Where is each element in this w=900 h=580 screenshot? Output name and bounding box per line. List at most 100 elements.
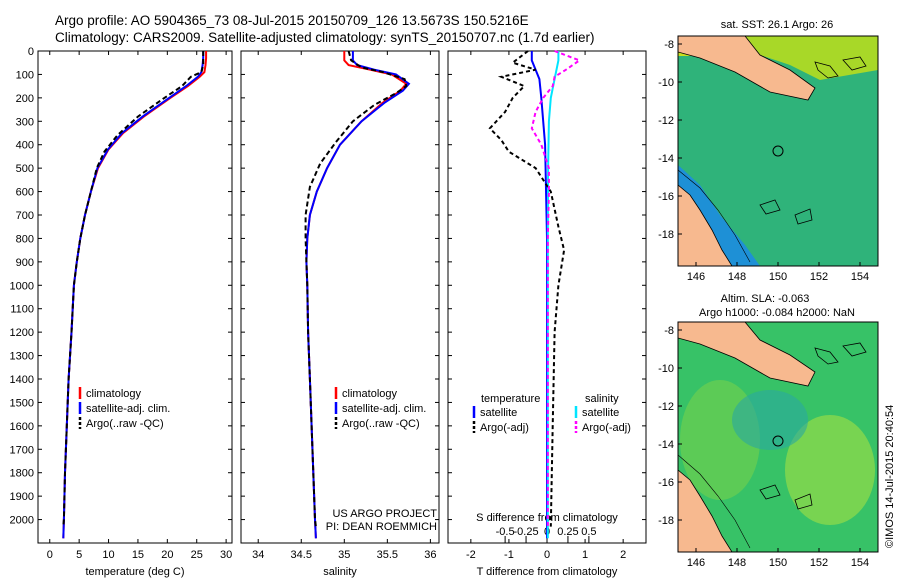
temperature-legend-label: Argo(..raw -QC): [86, 418, 164, 430]
map-x-tick-label: 146: [687, 271, 705, 283]
temperature-x-tick-label: 15: [132, 549, 144, 561]
map-x-tick-label: 148: [728, 557, 746, 569]
difference-x-tick-label: -1: [504, 549, 514, 561]
difference-top-tick-label: 0.5: [581, 526, 596, 538]
difference-series-salinity-argo-adj-: [530, 50, 582, 527]
map-y-tick-label: -18: [658, 515, 674, 527]
map-x-tick-label: 148: [728, 271, 746, 283]
sst-map: sat. SST: 26.1 Argo: 26 146 148 150 152 154 -…: [658, 19, 879, 283]
sst-islands: [759, 56, 867, 225]
salinity-x-tick-label: 35: [338, 549, 350, 561]
depth-tick-label: 200: [16, 93, 34, 105]
sla-map: Altim. SLA: -0.063 Argo h1000: -0.084 h2…: [658, 293, 879, 569]
sla-land-png: [678, 322, 816, 387]
sla-map-subtitle: Argo h1000: -0.084 h2000: NaN: [699, 307, 855, 319]
difference-series-temperature-argo-adj-: [488, 50, 566, 527]
difference-x-tick-label: 1: [582, 549, 588, 561]
depth-tick-label: 600: [16, 187, 34, 199]
sla-reef-contour: [678, 454, 751, 549]
sla-map-title: Altim. SLA: -0.063: [721, 293, 810, 305]
difference-x-axis-label: T difference from climatology: [477, 566, 618, 578]
header-line-2: Climatology: CARS2009. Satellite-adjuste…: [55, 30, 595, 45]
depth-tick-label: 1600: [10, 421, 34, 433]
salinity-panel: 34 34.5 35 35.5 36 salinity climatology satelli…: [240, 50, 440, 578]
difference-legend-label: Argo(-adj): [582, 422, 631, 434]
map-y-tick-label: -12: [658, 115, 674, 127]
temperature-series-argo-raw-qc-: [62, 51, 205, 527]
depth-tick-label: 1100: [10, 304, 34, 316]
depth-tick-label: 1300: [10, 351, 34, 363]
map-y-tick-label: -10: [658, 77, 674, 89]
map-x-tick-label: 154: [851, 557, 869, 569]
difference-top-tick-label: -0.25: [514, 526, 539, 538]
depth-tick-label: 500: [16, 163, 34, 175]
sst-land-australia: [678, 184, 733, 266]
difference-top-tick-label: 0.25: [557, 526, 578, 538]
temperature-legend-label: climatology: [86, 388, 142, 400]
salinity-x-tick-label: 35.5: [377, 549, 398, 561]
map-x-tick-label: 152: [810, 557, 828, 569]
depth-tick-label: 1900: [10, 491, 34, 503]
map-y-tick-label: -18: [658, 229, 674, 241]
salinity-plot-frame: [240, 50, 440, 544]
depth-tick-label: 2000: [10, 515, 34, 527]
map-x-tick-label: 150: [769, 271, 787, 283]
difference-legend-salinity-title: salinity: [585, 393, 619, 405]
difference-x-tick-label: 2: [620, 549, 626, 561]
map-x-tick-label: 146: [687, 557, 705, 569]
map-y-tick-label: -16: [658, 191, 674, 203]
temperature-x-tick-label: 30: [220, 549, 232, 561]
sla-high-patch: [785, 415, 875, 525]
map-y-tick-label: -8: [664, 325, 674, 337]
salinity-legend-label: satellite-adj. clim.: [342, 403, 426, 415]
sla-low-patch: [732, 390, 808, 450]
temperature-plot-frame: [37, 50, 233, 544]
salinity-x-tick-label: 34.5: [291, 549, 312, 561]
sla-map-ticks: 146 148 150 152 154 -8 -10 -12 -14 -16 -18: [658, 325, 869, 569]
map-y-tick-label: -14: [658, 439, 674, 451]
temperature-panel: 0100200300400500600700800900100011001200…: [10, 46, 233, 578]
temperature-legend-label: satellite-adj. clim.: [86, 403, 170, 415]
imos-credit: ©IMOS 14-Jul-2015 20:40:54: [884, 405, 896, 548]
sst-reef-contour: [678, 169, 751, 263]
temperature-x-axis-label: temperature (deg C): [85, 566, 184, 578]
header-line-1: Argo profile: AO 5904365_73 08-Jul-2015 …: [55, 13, 529, 28]
depth-tick-label: 1000: [10, 280, 34, 292]
sst-warm-patch: [745, 36, 878, 80]
map-y-tick-label: -14: [658, 153, 674, 165]
depth-tick-label: 1800: [10, 468, 34, 480]
difference-legend-label: satellite: [480, 407, 517, 419]
temperature-x-tick-label: 5: [76, 549, 82, 561]
difference-x-tick-label: -2: [466, 549, 476, 561]
sst-map-title: sat. SST: 26.1 Argo: 26: [721, 19, 834, 31]
temperature-x-tick-label: 10: [102, 549, 114, 561]
salinity-legend-label: Argo(..raw -QC): [342, 418, 420, 430]
map-x-tick-label: 152: [810, 271, 828, 283]
map-y-tick-label: -10: [658, 363, 674, 375]
depth-tick-label: 400: [16, 140, 34, 152]
temperature-x-tick-label: 25: [191, 549, 203, 561]
temperature-x-tick-label: 0: [47, 549, 53, 561]
depth-tick-label: 1500: [10, 397, 34, 409]
difference-panel: -2 -1 0 1 2T difference from climatology -0.5…: [447, 50, 647, 578]
salinity-annotation-line: US ARGO PROJECT: [332, 508, 437, 520]
map-x-tick-label: 154: [851, 271, 869, 283]
depth-tick-label: 100: [16, 69, 34, 81]
depth-tick-label: 300: [16, 116, 34, 128]
salinity-legend-label: climatology: [342, 388, 398, 400]
depth-tick-label: 0: [28, 46, 34, 58]
map-x-tick-label: 150: [769, 557, 787, 569]
depth-tick-label: 900: [16, 257, 34, 269]
salinity-x-axis-label: salinity: [323, 566, 357, 578]
difference-legend-label: satellite: [582, 407, 619, 419]
sst-land-png: [678, 36, 816, 101]
sla-argo-location-marker: [772, 435, 784, 447]
temperature-x-tick-label: 20: [161, 549, 173, 561]
difference-x-tick-label: 0: [544, 549, 550, 561]
salinity-x-tick-label: 36: [424, 549, 436, 561]
difference-legend-temperature-title: temperature: [481, 393, 540, 405]
difference-top-tick-label: -0.5: [496, 526, 515, 538]
salinity-annotation-line: PI: DEAN ROEMMICH: [326, 521, 437, 533]
depth-tick-label: 700: [16, 210, 34, 222]
